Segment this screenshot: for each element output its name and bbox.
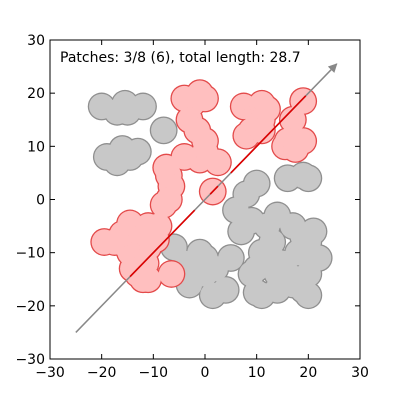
unselected-circle — [295, 165, 321, 191]
x-tick-label: 0 — [201, 365, 210, 381]
selected-segment — [230, 95, 307, 174]
unselected-circle — [130, 93, 156, 120]
selected-circle — [249, 117, 275, 143]
x-tick-label: 30 — [351, 365, 369, 381]
x-tick-label: 10 — [248, 365, 266, 381]
unselected-circle — [259, 245, 285, 271]
selected-circle — [158, 261, 185, 287]
unselected-circle — [218, 245, 244, 271]
unselected-circle — [151, 117, 177, 143]
y-tick-label: 10 — [27, 139, 45, 155]
selected-circle — [280, 107, 306, 133]
plot-marks — [75, 63, 338, 333]
x-tick-label: −10 — [139, 365, 169, 381]
y-tick-label: 30 — [27, 33, 45, 49]
unselected-circle — [264, 277, 290, 303]
unselected-circle — [306, 245, 332, 271]
y-tick-label: −30 — [15, 352, 45, 368]
unselected-circle — [300, 218, 327, 245]
x-tick-label: −30 — [35, 365, 65, 381]
axis-ticks: −30 −20 −10 0 10 20 30 −30 −20 −10 0 10 20 30 — [15, 33, 368, 381]
x-tick-label: −20 — [87, 365, 117, 381]
y-tick-label: 20 — [27, 86, 45, 102]
y-tick-label: 0 — [36, 193, 45, 209]
unselected-circle — [125, 139, 151, 165]
selected-circle — [282, 136, 309, 162]
selected-circle — [205, 149, 231, 175]
selected-circle — [151, 192, 177, 218]
y-tick-label: −10 — [15, 246, 45, 262]
unselected-circle — [244, 170, 270, 197]
selected-circle — [290, 88, 316, 114]
unselected-circle — [213, 277, 239, 303]
selected-segment — [129, 209, 196, 278]
y-tick-label: −20 — [15, 299, 45, 315]
unselected-circle — [244, 279, 270, 306]
chart-annotation: Patches: 3/8 (6), total length: 28.7 — [60, 50, 301, 66]
selected-segment — [209, 185, 219, 195]
selected-circle — [135, 213, 161, 239]
x-tick-label: 20 — [299, 365, 317, 381]
